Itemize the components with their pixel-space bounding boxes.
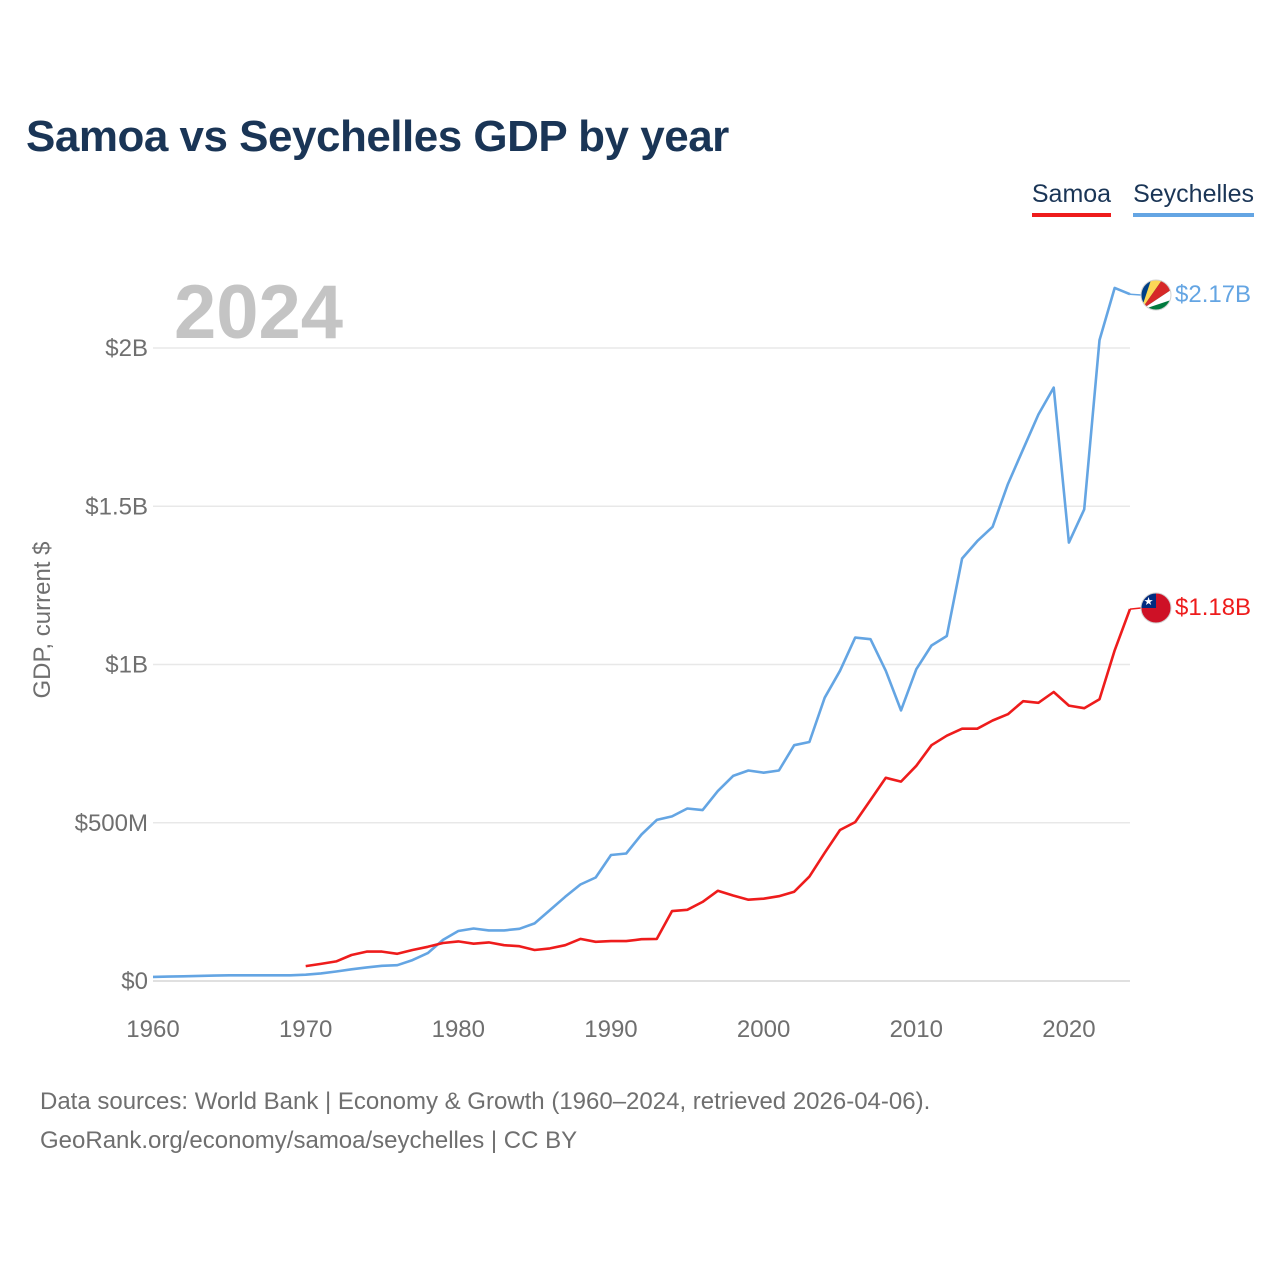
watermark-year: 2024 [174, 270, 343, 355]
y-axis-label: GDP, current $ [29, 542, 56, 699]
end-value-label-samoa: $1.18B [1175, 594, 1251, 621]
grid-lines [153, 347, 1130, 982]
x-tick-label: 1970 [279, 1016, 332, 1043]
legend-item-seychelles[interactable]: Seychelles [1133, 180, 1254, 217]
y-tick-label: $0 [121, 968, 148, 995]
x-tick-label: 1980 [432, 1016, 485, 1043]
x-tick-label: 2000 [737, 1016, 790, 1043]
y-tick-label: $1.5B [85, 493, 148, 520]
x-tick-label: 2010 [890, 1016, 943, 1043]
end-connector-seychelles [1129, 293, 1142, 296]
end-connector-samoa [1129, 607, 1142, 610]
samoa-flag-border [1140, 592, 1172, 624]
y-tick-label: $1B [105, 652, 148, 679]
series-line-seychelles [152, 286, 1131, 979]
seychelles-flag-border [1140, 279, 1172, 311]
x-tick-label: 1990 [584, 1016, 637, 1043]
x-axis-tick-labels: 1960 1970 1980 1990 2000 2010 2020 [126, 1016, 1095, 1043]
source-line-1: Data sources: World Bank | Economy & Gro… [40, 1088, 931, 1115]
chart-title: Samoa vs Seychelles GDP by year [26, 112, 729, 161]
series-line-samoa [305, 608, 1132, 968]
y-axis-tick-labels: $0 $500M $1B $1.5B $2B [75, 335, 148, 995]
svg-text:★: ★ [1144, 595, 1154, 608]
end-value-label-seychelles: $2.17B [1175, 281, 1251, 308]
samoa-flag-icon: ★ [1141, 593, 1171, 623]
y-tick-label: $2B [105, 335, 148, 362]
data-source-note: Data sources: World Bank | Economy & Gro… [40, 1082, 930, 1160]
x-tick-label: 2020 [1042, 1016, 1095, 1043]
y-tick-label: $500M [75, 810, 148, 837]
legend: Samoa Seychelles [1031, 180, 1254, 217]
legend-item-samoa[interactable]: Samoa [1031, 180, 1112, 217]
source-line-2[interactable]: GeoRank.org/economy/samoa/seychelles | C… [40, 1127, 578, 1154]
x-tick-label: 1960 [126, 1016, 179, 1043]
